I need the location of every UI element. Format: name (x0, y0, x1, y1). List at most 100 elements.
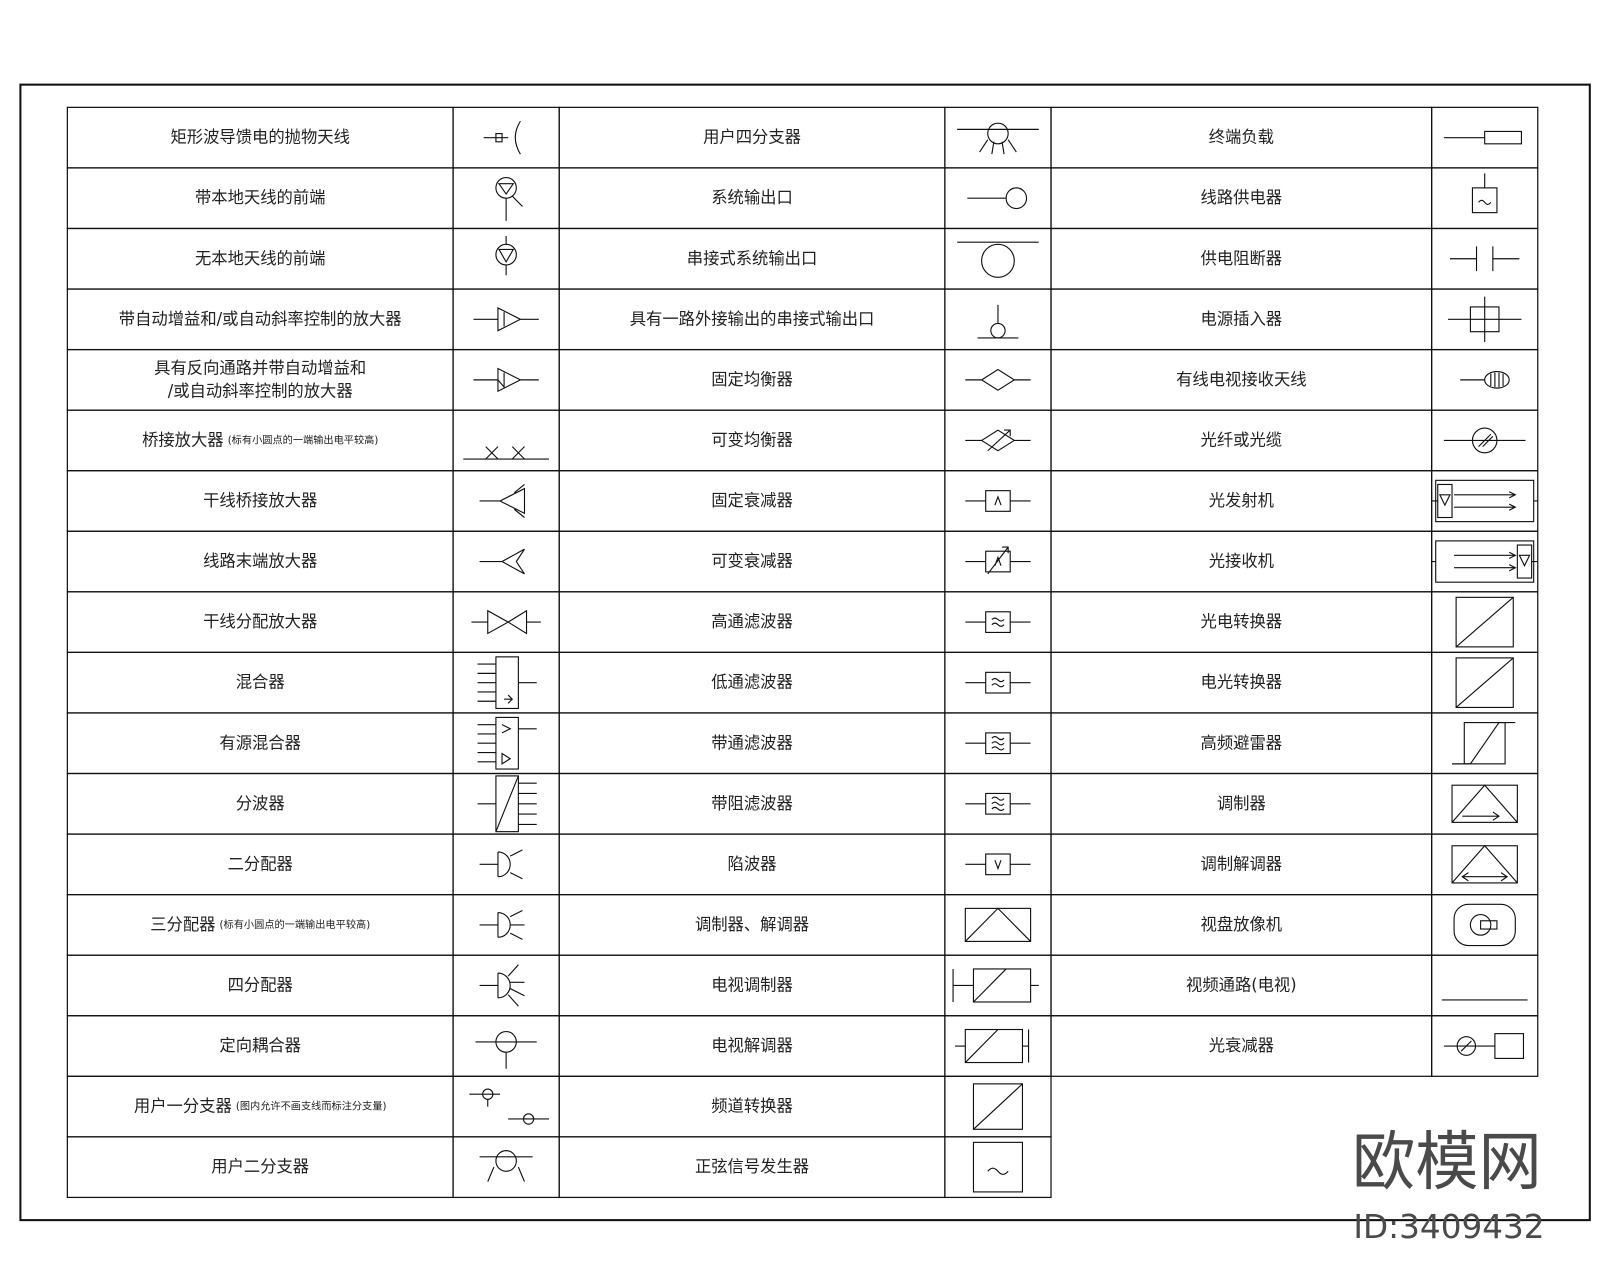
symbol-cell (452, 530, 560, 593)
symbol-stroke (1460, 372, 1504, 388)
symbol-name-text: 系统输出口 (711, 188, 793, 207)
symbol-stroke (469, 1093, 549, 1120)
symbol-stroke (981, 243, 1015, 278)
symbol-cell (452, 894, 560, 956)
symbol-stroke (1005, 187, 1028, 210)
symbol-stroke (1460, 1040, 1472, 1052)
symbol-name-text: 具有一路外接输出的串接式输出口 (630, 309, 875, 328)
symbol-name: 固定衰减器 (711, 490, 793, 509)
symbol-name-text: 调制器、解调器 (695, 914, 809, 933)
symbol-note: (图内允许不画支线而标注分支量) (236, 1100, 387, 1113)
symbol-stroke (985, 671, 1011, 694)
symbol-name: 正弦信号发生器 (695, 1157, 809, 1176)
symbol-name-text: 二分配器 (228, 854, 293, 873)
symbol-icon (965, 368, 1031, 391)
symbol-name: 带本地天线的前端 (195, 188, 326, 207)
symbol-cell (452, 409, 560, 472)
symbol-cell (452, 348, 560, 411)
symbol-stroke (1452, 722, 1516, 765)
symbol-stroke (473, 307, 539, 332)
symbol-icon (965, 792, 1031, 815)
symbol-icon (977, 304, 1019, 339)
symbol-name: 四分配器 (228, 975, 293, 994)
symbol-stroke (1484, 371, 1510, 389)
symbol-icon (479, 484, 526, 518)
symbol-stroke (985, 732, 1011, 755)
symbol-icon (479, 849, 523, 880)
symbol-stroke (1451, 784, 1518, 823)
symbol-icon (477, 716, 537, 770)
symbol-name-text: 光接收机 (1209, 551, 1275, 570)
symbol-name-text: 视频通路(电视) (1186, 975, 1297, 994)
symbol-name-text: 线路供电器 (1201, 188, 1283, 207)
symbol-name-text: 干线桥接放大器 (203, 490, 317, 509)
symbol-icon (495, 176, 523, 221)
symbol-cell (452, 833, 560, 896)
symbol-name-text: 混合器 (236, 672, 285, 691)
symbol-icon (469, 1088, 549, 1125)
symbol-note: (标有小圆点的一端输出电平较高) (220, 918, 371, 931)
symbol-name-text: 四分配器 (228, 975, 293, 994)
symbol-stroke (972, 1083, 1024, 1130)
symbol-icon (1453, 903, 1516, 947)
symbol-stroke (1463, 722, 1506, 765)
symbol-icon (972, 1141, 1024, 1193)
symbol-name-text: 分波器 (236, 793, 285, 812)
symbol-stroke (498, 236, 515, 276)
symbol-name: 有线电视接收天线 (1176, 369, 1307, 388)
symbol-stroke (991, 806, 1005, 812)
symbol-stroke (1435, 540, 1535, 583)
symbol-name: 具有一路外接输出的串接式输出口 (630, 309, 875, 328)
symbol-stroke (987, 122, 1009, 145)
symbol-cell (944, 227, 1052, 290)
symbol-name-text: 终端负载 (1209, 127, 1274, 146)
symbol-name-text: 三分配器 (150, 914, 215, 933)
symbol-name-text: 矩形波导馈电的抛物天线 (170, 127, 349, 146)
symbol-stroke (495, 656, 519, 710)
symbol-cell (452, 651, 560, 714)
symbol-icon (965, 611, 1031, 633)
symbol-name-text: 电源插入器 (1201, 309, 1283, 328)
symbol-stroke (1480, 920, 1498, 930)
symbol-name: 终端负载 (1209, 127, 1274, 146)
symbol-cell (944, 470, 1052, 532)
symbol-icon (475, 1031, 537, 1069)
symbol-stroke (991, 617, 1005, 622)
symbol-icon (972, 1083, 1024, 1130)
symbol-name-text: 光纤或光缆 (1201, 430, 1283, 449)
symbol-stroke (497, 183, 523, 221)
symbol-name: 电源插入器 (1201, 309, 1283, 328)
symbol-stroke (1431, 551, 1538, 572)
symbol-stroke (471, 609, 541, 635)
symbol-stroke (965, 860, 1031, 871)
symbol-name: 二分配器 (228, 854, 293, 873)
symbol-icon (477, 775, 537, 833)
watermark-id: ID:3409432 (1353, 1208, 1544, 1246)
symbol-icon (477, 656, 537, 710)
symbol-stroke (1455, 657, 1514, 708)
symbol-name: 定向耦合器 (219, 1035, 301, 1054)
symbol-name: 固定均衡器 (711, 369, 793, 388)
symbol-name: 带通滤波器 (711, 733, 793, 752)
symbol-stroke (1455, 596, 1514, 648)
symbol-name: 供电阻断器 (1201, 248, 1283, 267)
symbol-cell (452, 591, 560, 654)
symbol-stroke (479, 849, 523, 880)
symbol-icon (1431, 540, 1538, 583)
symbol-icon (479, 548, 525, 575)
symbol-icon (495, 236, 517, 276)
symbol-note: (标有小圆点的一端输出电平较高) (228, 433, 379, 446)
symbol-name-text: 陷波器 (728, 854, 777, 873)
symbol-name: 无本地天线的前端 (195, 248, 326, 267)
symbol-icon (965, 546, 1031, 575)
symbol-stroke (479, 548, 525, 575)
symbol-stroke (495, 176, 517, 199)
symbol-name: 调制解调器 (1201, 854, 1283, 873)
symbol-stroke (1484, 130, 1522, 145)
symbol-name: 可变衰减器 (711, 551, 793, 570)
symbol-cell (944, 1136, 1052, 1199)
symbol-cell (1431, 833, 1539, 896)
symbol-icon (1452, 722, 1516, 765)
symbol-stroke (985, 611, 1011, 633)
